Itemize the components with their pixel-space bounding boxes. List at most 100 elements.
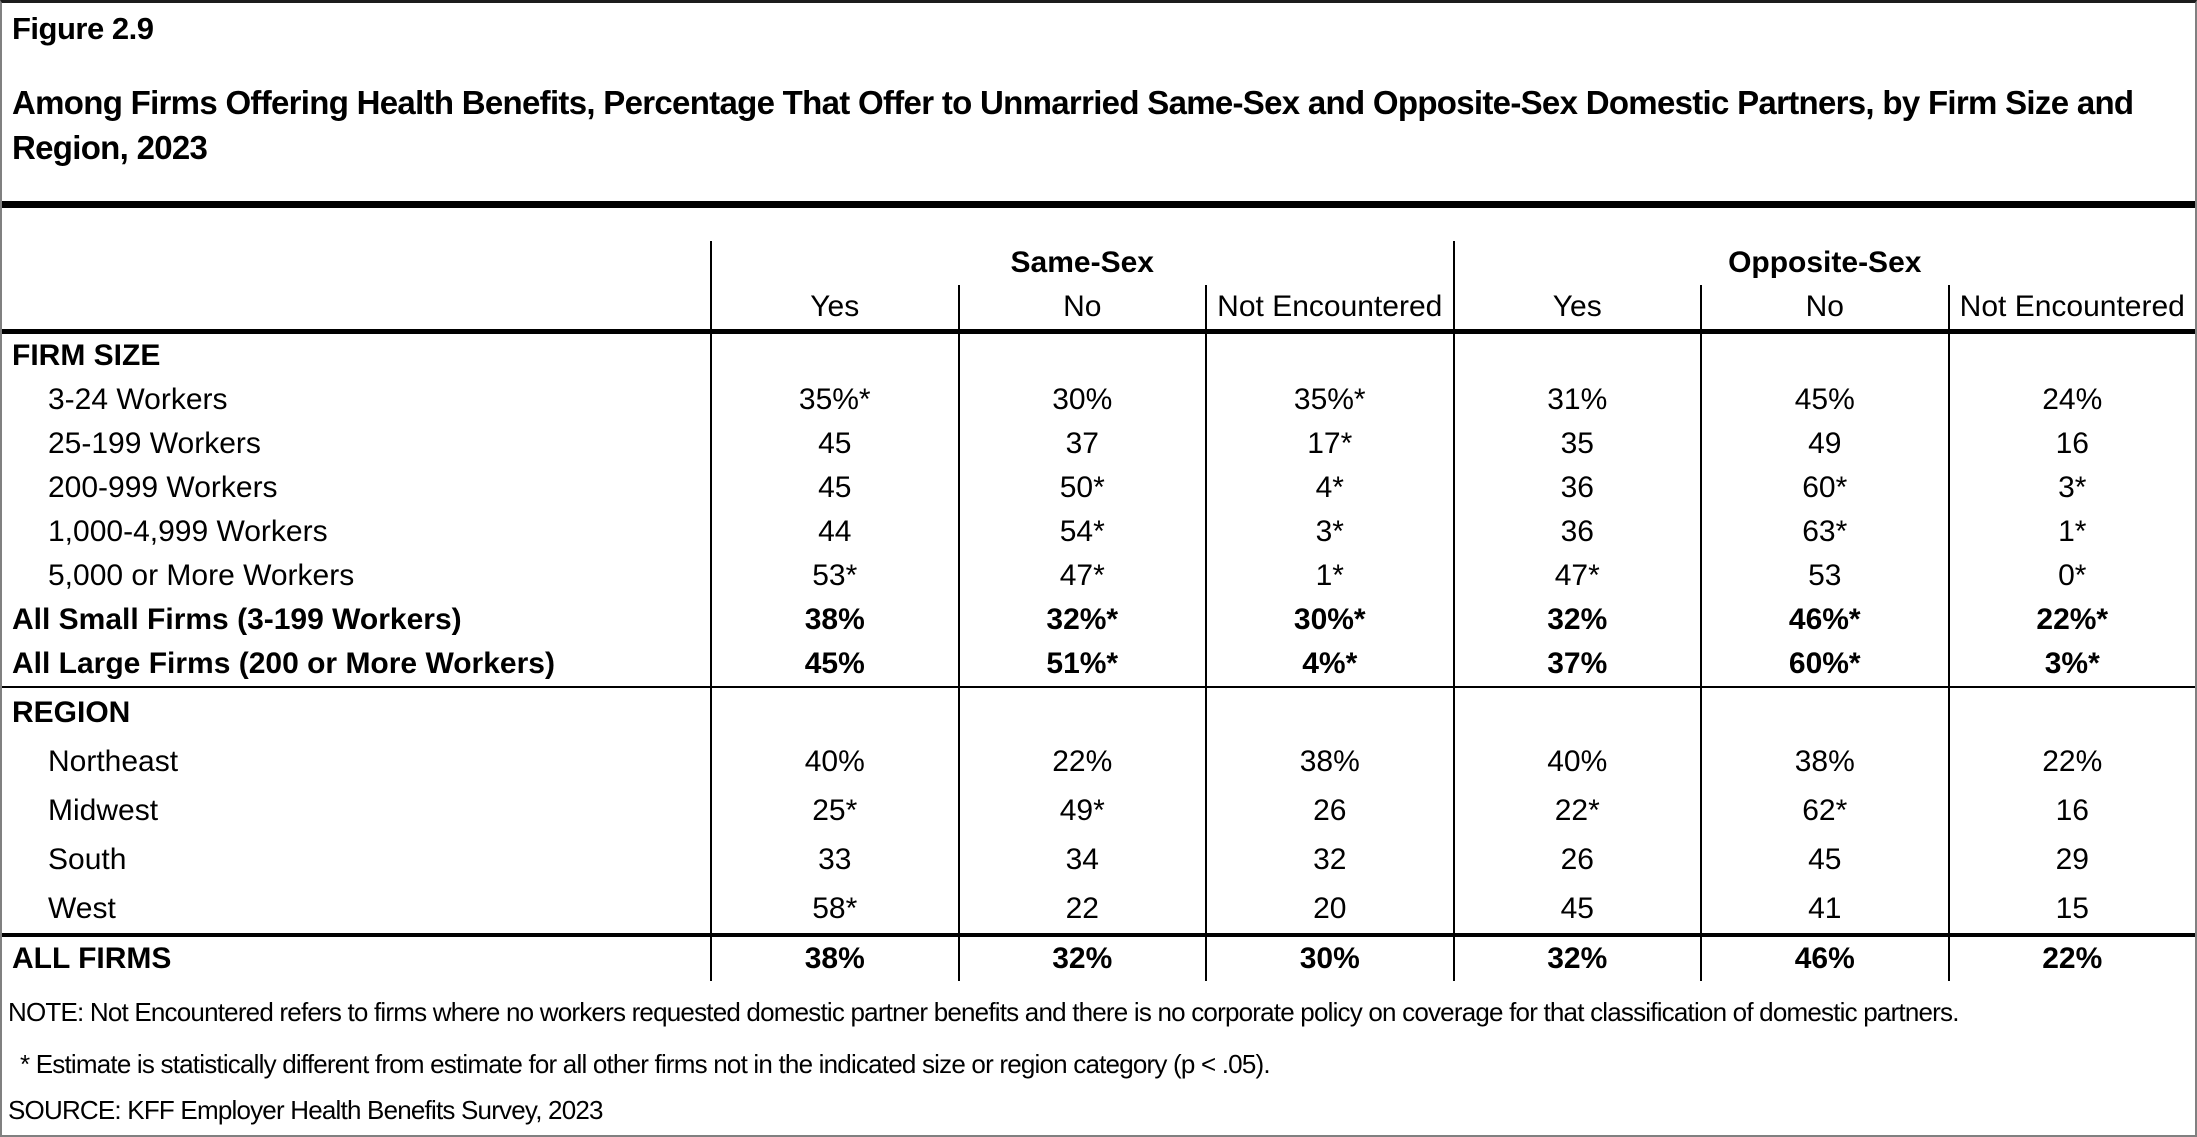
table-cell: 49* [957, 786, 1206, 835]
empty-cell [1452, 688, 1701, 737]
row-label: All Small Firms (3-199 Workers) [12, 603, 462, 636]
table-cell: 30% [1205, 937, 1453, 981]
table-cell: 54* [957, 510, 1206, 554]
column-header-same-sex-no: No [957, 285, 1206, 329]
column-header-same-sex-not-encountered: Not Encountered [1205, 285, 1453, 329]
table-cell: 26 [1452, 835, 1701, 884]
table-cell: 47* [957, 554, 1206, 598]
table-cell: 36 [1452, 510, 1701, 554]
table-cell: 50* [957, 466, 1206, 510]
table-cell: 25* [710, 786, 958, 835]
title-divider [2, 201, 2195, 208]
empty-cell [1205, 688, 1453, 737]
table-row-south: South 33 34 32 26 45 29 [2, 835, 2195, 884]
table-cell: 3* [1947, 466, 2196, 510]
section-header-row-firm-size: FIRM SIZE [2, 334, 2195, 378]
empty-cell [1947, 334, 2196, 378]
row-label: 200-999 Workers [48, 471, 278, 504]
row-label: 1,000-4,999 Workers [48, 515, 328, 548]
table-cell: 4* [1205, 466, 1453, 510]
row-label: 3-24 Workers [48, 383, 228, 416]
table-cell: 45 [1700, 835, 1948, 884]
empty-cell [957, 688, 1206, 737]
table-cell: 38% [710, 937, 958, 981]
figure-title: Among Firms Offering Health Benefits, Pe… [12, 84, 2134, 166]
table-cell: 16 [1947, 422, 2196, 466]
column-group-header-row: Same-Sex Opposite-Sex [2, 241, 2195, 285]
row-label: All Large Firms (200 or More Workers) [12, 647, 555, 680]
table-row-25-199-workers: 25-199 Workers 45 37 17* 35 49 16 [2, 422, 2195, 466]
row-label: ALL FIRMS [12, 942, 172, 975]
table-cell: 37 [957, 422, 1206, 466]
table-cell: 20 [1205, 884, 1453, 933]
figure-number: Figure 2.9 [12, 11, 154, 46]
table-cell: 22% [1947, 937, 2196, 981]
table-cell: 60* [1700, 466, 1948, 510]
section-header-label: FIRM SIZE [12, 339, 161, 372]
footnotes: NOTE: Not Encountered refers to firms wh… [2, 981, 2195, 1125]
total-divider [2, 933, 2195, 937]
table-cell: 53* [710, 554, 958, 598]
table-cell: 45 [1452, 884, 1701, 933]
table-cell: 32 [1205, 835, 1453, 884]
table-cell: 22* [1452, 786, 1701, 835]
table-cell: 60%* [1700, 642, 1948, 686]
header-divider [2, 329, 2195, 334]
table-cell: 33 [710, 835, 958, 884]
row-label: South [48, 842, 127, 876]
corner-empty-cell [2, 241, 710, 285]
table-cell: 51%* [957, 642, 1206, 686]
table-cell: 34 [957, 835, 1206, 884]
table-cell: 63* [1700, 510, 1948, 554]
table-cell: 30%* [1205, 598, 1453, 642]
column-group-same-sex: Same-Sex [710, 241, 1453, 285]
column-header-opposite-sex-no: No [1700, 285, 1948, 329]
row-label: Northeast [48, 744, 179, 778]
table-row-5000-or-more-workers: 5,000 or More Workers 53* 47* 1* 47* 53 … [2, 554, 2195, 598]
table-cell: 41 [1700, 884, 1948, 933]
table-row-all-firms: ALL FIRMS 38% 32% 30% 32% 46% 22% [2, 937, 2195, 981]
table-cell: 32% [1452, 937, 1701, 981]
table-cell: 35 [1452, 422, 1701, 466]
table-cell: 45 [710, 466, 958, 510]
table-row-midwest: Midwest 25* 49* 26 22* 62* 16 [2, 786, 2195, 835]
section-header-row-region: REGION [2, 688, 2195, 737]
table-cell: 29 [1947, 835, 2196, 884]
table-cell: 45% [1700, 378, 1948, 422]
firm-size-section: FIRM SIZE 3-24 Workers 35%* 30% 35%* 31%… [2, 334, 2195, 686]
table-cell: 62* [1700, 786, 1948, 835]
column-group-opposite-sex: Opposite-Sex [1452, 241, 2196, 285]
table-cell: 17* [1205, 422, 1453, 466]
table-cell: 4%* [1205, 642, 1453, 686]
table-cell: 49 [1700, 422, 1948, 466]
table-cell: 15 [1947, 884, 2196, 933]
table-cell: 44 [710, 510, 958, 554]
table-cell: 36 [1452, 466, 1701, 510]
table-cell: 22% [1947, 737, 2196, 786]
table-cell: 3%* [1947, 642, 2196, 686]
asterisk-note-text: * Estimate is statistically different fr… [20, 1049, 1271, 1079]
column-header-opposite-sex-not-encountered: Not Encountered [1947, 285, 2196, 329]
table-cell: 22% [957, 737, 1206, 786]
header-spacer [2, 208, 2195, 241]
table-cell: 31% [1452, 378, 1701, 422]
table-cell: 35%* [710, 378, 958, 422]
table-cell: 3* [1205, 510, 1453, 554]
table-row-all-small-firms: All Small Firms (3-199 Workers) 38% 32%*… [2, 598, 2195, 642]
table-cell: 40% [1452, 737, 1701, 786]
table-cell: 46%* [1700, 598, 1948, 642]
table-cell: 38% [1205, 737, 1453, 786]
figure-header: Figure 2.9 Among Firms Offering Health B… [2, 3, 2195, 201]
table-cell: 24% [1947, 378, 2196, 422]
table-row-3-24-workers: 3-24 Workers 35%* 30% 35%* 31% 45% 24% [2, 378, 2195, 422]
table-cell: 22%* [1947, 598, 2196, 642]
table-cell: 45% [710, 642, 958, 686]
table-cell: 38% [1700, 737, 1948, 786]
table-cell: 22 [957, 884, 1206, 933]
table-cell: 58* [710, 884, 958, 933]
table-cell: 1* [1205, 554, 1453, 598]
row-label: 5,000 or More Workers [48, 559, 355, 592]
row-label: West [48, 891, 116, 925]
table-cell: 32% [1452, 598, 1701, 642]
table-cell: 0* [1947, 554, 2196, 598]
